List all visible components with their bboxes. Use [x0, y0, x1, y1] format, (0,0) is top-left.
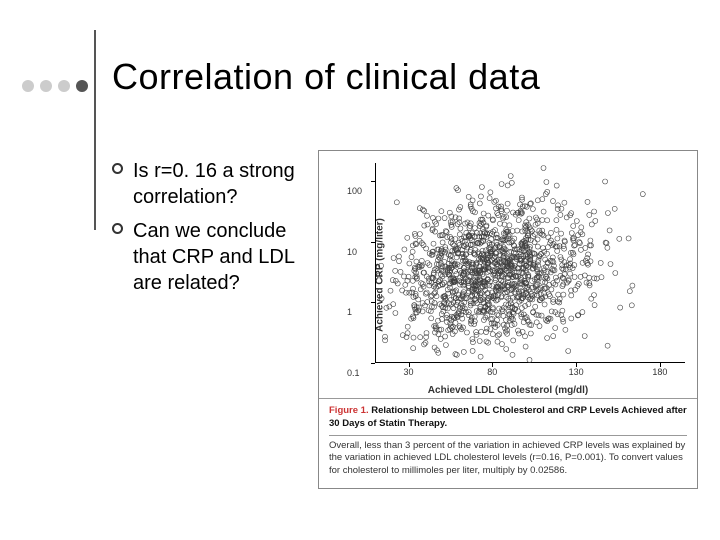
slide: Correlation of clinical data Is r=0. 16 …	[0, 0, 720, 540]
decor-bullet-icon	[76, 80, 88, 92]
y-tick-label: 10	[347, 247, 357, 257]
bullet-icon	[112, 163, 123, 174]
x-tick-label: 130	[569, 367, 584, 377]
y-tick-label: 1	[347, 307, 352, 317]
page-title: Correlation of clinical data	[112, 56, 540, 98]
y-tick-label: 0.1	[347, 368, 360, 378]
bullet-icon	[112, 223, 123, 234]
x-axis-label: Achieved LDL Cholesterol (mg/dl)	[428, 385, 588, 396]
decor-bullets	[22, 80, 88, 92]
x-tick-label: 80	[487, 367, 497, 377]
x-tick-label: 180	[652, 367, 667, 377]
decor-bullet-icon	[22, 80, 34, 92]
caption-divider	[329, 435, 687, 436]
caption-label: Figure 1.	[329, 405, 369, 416]
x-tick-label: 30	[403, 367, 413, 377]
decor-bullet-icon	[58, 80, 70, 92]
caption-body: Overall, less than 3 percent of the vari…	[329, 440, 685, 477]
scatter-points	[375, 163, 685, 363]
vertical-divider	[94, 30, 96, 230]
figure-panel: Achieved CRP (mg/liter) 30801301800.1110…	[318, 150, 698, 489]
y-tick-label: 100	[347, 186, 362, 196]
decor-bullet-icon	[40, 80, 52, 92]
bullet-list: Is r=0. 16 a strong correlation? Can we …	[112, 158, 302, 304]
bullet-text: Can we conclude that CRP and LDL are rel…	[133, 218, 302, 296]
caption-title: Relationship between LDL Cholesterol and…	[329, 405, 687, 429]
bullet-text: Is r=0. 16 a strong correlation?	[133, 158, 302, 210]
list-item: Can we conclude that CRP and LDL are rel…	[112, 218, 302, 296]
figure-caption: Figure 1. Relationship between LDL Chole…	[319, 399, 697, 488]
plot-region: 30801301800.1110100	[375, 163, 685, 363]
list-item: Is r=0. 16 a strong correlation?	[112, 158, 302, 210]
scatter-chart: Achieved CRP (mg/liter) 30801301800.1110…	[319, 151, 697, 399]
